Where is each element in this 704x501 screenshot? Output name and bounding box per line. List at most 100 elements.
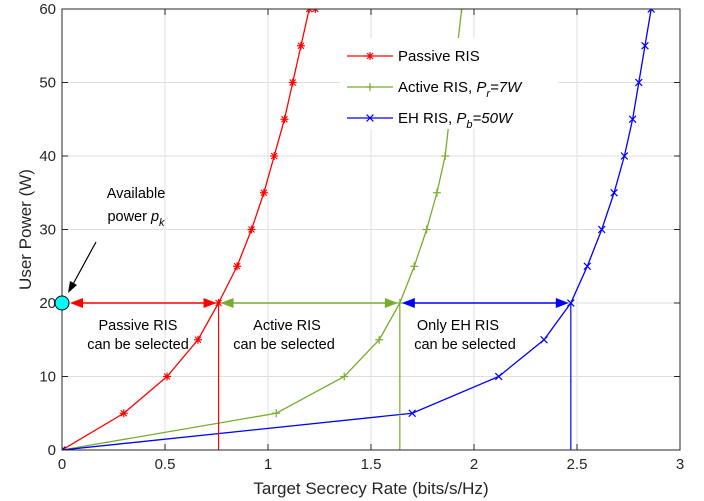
marker-part [540,335,548,344]
active-ris-point [441,152,450,160]
active-selectable-line2: can be selected [233,337,335,353]
x-tick-label: 1 [264,456,272,473]
annotations: Available power pk Passive RIS can be selec… [54,186,569,353]
passive-ris-point [163,372,172,381]
legend-label-suffix: =50W [473,110,514,127]
legend-label-text: Active RIS, [398,79,476,96]
marker-part [281,115,288,123]
marker-part [641,41,649,50]
passive-ris-point [305,9,314,13]
y-tick-label: 60 [39,1,56,18]
active-ris-point [340,372,349,381]
passive-ris-point [311,9,320,13]
passive-ris-line [62,9,316,450]
x-tick-label: 0.5 [155,456,176,473]
passive-selectable-line1: Passive RIS [99,318,178,334]
passive-ris-point [259,188,268,197]
passive-ris-point [280,115,289,124]
active-range-arrow-head-left [220,298,234,308]
available-power-text: power [107,209,151,225]
x-tick-label: 2.5 [567,456,588,473]
active-ris-point [457,9,466,13]
x-tick-label: 3 [676,456,684,473]
passive-ris-point [233,262,242,271]
marker-part [248,226,255,233]
active-ris-point [375,335,384,344]
marker-part [297,42,305,50]
available-power-dot [54,295,70,311]
marker-part [163,373,171,380]
available-power-label-line2: power pk [107,209,165,229]
marker-part [308,9,313,13]
eh-ris-point [634,78,643,87]
y-tick-label: 0 [48,442,56,459]
passive-selectable-line2: can be selected [87,337,189,353]
marker-part [260,189,268,197]
y-tick-label: 10 [39,369,56,386]
eh-ris-point [610,188,618,197]
passive-range-arrow-head-left [70,298,83,308]
legend-label-text: EH RIS, [398,110,456,127]
marker-part [233,262,241,270]
marker-part [583,262,592,271]
eh-range-arrow-head-right [555,298,569,308]
pointer-shaft [71,241,97,287]
marker-part [610,188,618,197]
y-tick-label: 30 [39,222,56,239]
marker-part [597,225,606,234]
data-series [62,9,655,450]
eh-range-arrow [401,298,569,308]
eh-ris-point [641,41,649,50]
active-range-arrow-head-right [384,298,398,308]
eh-selectable-line1: Only EH RIS [417,318,499,334]
y-tick-label: 50 [39,75,56,92]
active-ris-point [410,262,419,271]
legend-label-active-ris: Active RIS, Pr=7W [398,79,523,100]
eh-ris-point [647,9,655,13]
marker-part [366,52,374,60]
available-power-sub: k [159,217,165,229]
available-power-var: p [150,209,159,225]
legend-label-var: P [456,110,466,127]
legend-label-text: Passive RIS [398,48,480,65]
marker-part [270,152,278,160]
marker-part [194,336,202,344]
legend-marker-active-ris [366,83,374,91]
legend-label-suffix: =7W [490,79,523,96]
available-power-pointer [68,241,97,293]
available-power-label-line1: Available [107,186,166,202]
eh-range-arrow-head-left [401,298,415,308]
marker-part [634,78,643,87]
marker-part [650,9,655,13]
marker-part [408,409,417,418]
x-tick-label: 1.5 [361,456,382,473]
active-ris-point [432,188,441,197]
passive-ris-point [119,409,128,418]
marker-part [628,115,637,124]
marker-part [305,9,311,13]
active-range-arrow [220,298,398,308]
marker-part [120,409,128,417]
marker-part [314,9,319,13]
marker-part [647,9,653,13]
passive-ris-point [193,335,202,344]
eh-ris-point [62,446,66,450]
legend-label-passive-ris: Passive RIS [398,48,480,65]
legend-label-sub: b [466,119,472,131]
legend-label-eh-ris: EH RIS, Pb=50W [398,110,514,131]
legend-label-sub: r [486,88,491,100]
passive-range-arrow [70,298,217,308]
legend-marker-passive-ris [366,52,374,60]
y-tick-label: 40 [39,148,56,165]
pointer-head [68,281,77,293]
eh-ris-point [494,372,503,381]
eh-ris-point [408,409,417,418]
eh-ris-point [620,152,629,160]
legend-box [340,38,558,129]
eh-selectable-line2: can be selected [414,337,516,353]
marker-part [494,372,503,381]
marker-part [366,114,374,122]
y-tick-label: 20 [39,295,56,312]
passive-range-arrow-head-right [203,298,217,308]
